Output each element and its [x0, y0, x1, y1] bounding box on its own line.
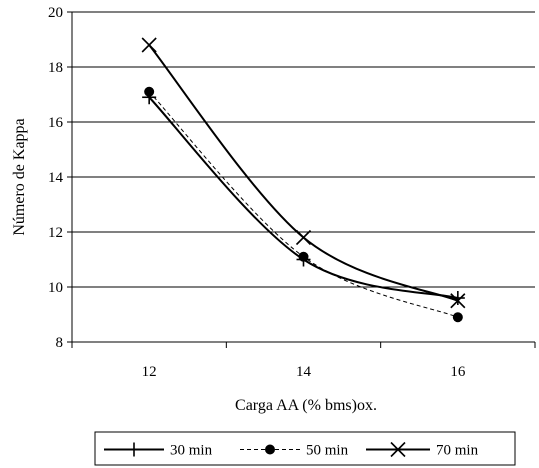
legend-marker-0	[127, 442, 141, 457]
legend-label-0: 30 min	[170, 443, 213, 459]
legend-label-2: 70 min	[436, 443, 479, 459]
y-tick-label-2: 12	[48, 225, 63, 241]
y-tick-label-5: 18	[48, 60, 63, 76]
series-1-point-2	[452, 312, 463, 323]
y-tick-label-4: 16	[48, 115, 64, 131]
series-1-point-1	[298, 251, 309, 262]
tick-labels: 8 10 12 14 16 18 20 12 14 16	[48, 5, 466, 380]
legend-label-1: 50 min	[306, 443, 349, 459]
series-line-1	[148, 91, 459, 318]
series-2-point-0	[141, 37, 157, 53]
series-0-point-2	[450, 291, 465, 305]
y-tick-label-0: 8	[56, 335, 64, 351]
x-tick-label-2: 16	[450, 364, 466, 380]
gridlines	[72, 11, 535, 343]
series-2-point-1	[295, 229, 312, 246]
series-2-point-2	[450, 293, 466, 309]
x-tick-label-1: 14	[296, 364, 312, 380]
axes	[67, 11, 536, 348]
legend-box	[94, 431, 516, 466]
x-tick-label-0: 12	[142, 364, 157, 380]
y-tick-label-3: 14	[48, 170, 64, 186]
legend-marker-1	[265, 444, 275, 455]
x-axis-label: Carga AA (% bms)ox.	[235, 397, 377, 414]
series-line-0	[148, 96, 459, 299]
y-tick-label-6: 20	[48, 5, 63, 21]
y-tick-label-1: 10	[48, 280, 63, 296]
series-lines	[141, 37, 466, 323]
legend: 30 min 50 min 70 min	[94, 431, 516, 466]
legend-marker-2	[390, 441, 406, 458]
y-axis-label: Número de Kappa	[11, 118, 28, 235]
series-1-point-0	[144, 86, 155, 97]
